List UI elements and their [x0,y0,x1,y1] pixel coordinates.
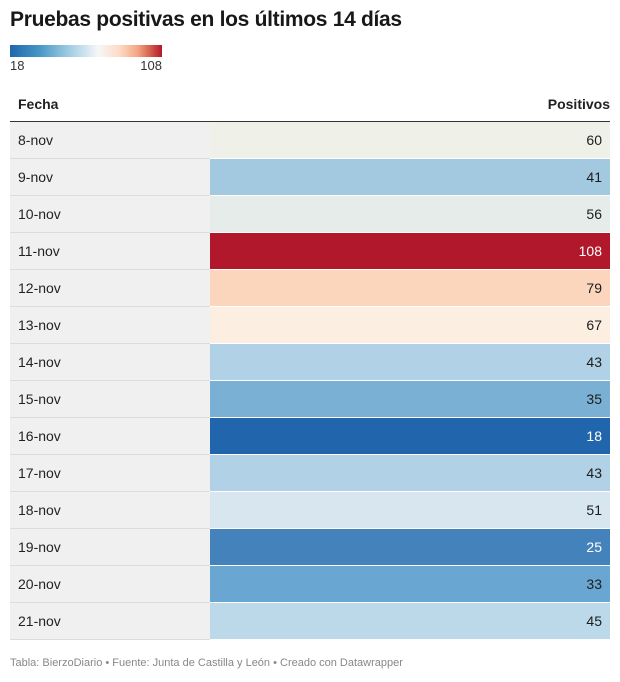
data-table: Fecha Positivos 8-nov 60 9-nov 41 10-nov 56 11… [10,86,610,640]
cell-fecha: 17-nov [10,454,210,492]
cell-positivos: 33 [210,565,610,603]
table-row: 17-nov 43 [10,454,610,492]
cell-fecha: 14-nov [10,343,210,381]
cell-fecha: 12-nov [10,269,210,307]
cell-fecha: 9-nov [10,158,210,196]
cell-positivos: 35 [210,380,610,418]
table-row: 19-nov 25 [10,528,610,566]
cell-positivos: 43 [210,343,610,381]
table-row: 11-nov 108 [10,232,610,270]
table-row: 13-nov 67 [10,306,610,344]
cell-fecha: 18-nov [10,491,210,529]
table-row: 14-nov 43 [10,343,610,381]
cell-positivos: 45 [210,602,610,640]
header-fecha[interactable]: Fecha [10,86,210,122]
color-legend: 18 108 [10,45,162,75]
table-row: 18-nov 51 [10,491,610,529]
cell-positivos: 41 [210,158,610,196]
chart-title: Pruebas positivas en los últimos 14 días [10,8,402,31]
cell-positivos: 43 [210,454,610,492]
cell-positivos: 108 [210,232,610,270]
cell-fecha: 15-nov [10,380,210,418]
table-row: 20-nov 33 [10,565,610,603]
table-header-row: Fecha Positivos [10,86,610,122]
header-positivos[interactable]: Positivos [210,86,610,122]
cell-fecha: 13-nov [10,306,210,344]
cell-fecha: 16-nov [10,417,210,455]
legend-max-label: 108 [140,58,162,73]
table-row: 10-nov 56 [10,195,610,233]
cell-fecha: 11-nov [10,232,210,270]
cell-fecha: 10-nov [10,195,210,233]
cell-positivos: 79 [210,269,610,307]
cell-fecha: 8-nov [10,121,210,159]
legend-gradient-bar [10,45,162,57]
cell-positivos: 18 [210,417,610,455]
cell-positivos: 56 [210,195,610,233]
table-body: 8-nov 60 9-nov 41 10-nov 56 11-nov 108 12-nov 79 1… [10,121,610,640]
cell-fecha: 21-nov [10,602,210,640]
legend-min-label: 18 [10,58,25,73]
cell-positivos: 25 [210,528,610,566]
cell-positivos: 60 [210,121,610,159]
cell-positivos: 67 [210,306,610,344]
table-row: 9-nov 41 [10,158,610,196]
table-row: 12-nov 79 [10,269,610,307]
cell-positivos: 51 [210,491,610,529]
cell-fecha: 20-nov [10,565,210,603]
footer-credits: Tabla: BierzoDiario • Fuente: Junta de C… [10,657,403,669]
table-row: 21-nov 45 [10,602,610,640]
cell-fecha: 19-nov [10,528,210,566]
table-row: 15-nov 35 [10,380,610,418]
table-row: 16-nov 18 [10,417,610,455]
table-row: 8-nov 60 [10,121,610,159]
